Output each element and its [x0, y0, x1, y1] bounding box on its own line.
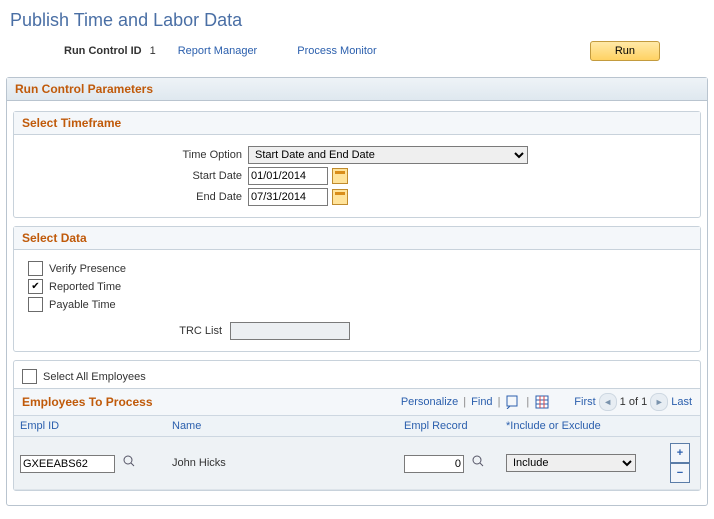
grid-next-icon[interactable]: ► — [650, 393, 668, 411]
run-button[interactable]: Run — [590, 41, 660, 61]
report-manager-link[interactable]: Report Manager — [178, 45, 258, 57]
grid-header-row: Empl ID Name Empl Record *Include or Exc… — [14, 415, 700, 437]
table-row: John Hicks Include + − — [14, 437, 700, 490]
emplrec-input[interactable] — [404, 455, 464, 473]
grid-prev-icon[interactable]: ◄ — [599, 393, 617, 411]
calendar-icon[interactable] — [332, 168, 348, 184]
process-monitor-link[interactable]: Process Monitor — [297, 45, 376, 57]
select-all-employees-checkbox[interactable] — [22, 369, 37, 384]
grid-first-link[interactable]: First — [574, 396, 595, 408]
col-emplrec[interactable]: Empl Record — [398, 416, 500, 436]
run-control-parameters-panel: Run Control Parameters Select Timeframe … — [6, 77, 708, 506]
col-include[interactable]: *Include or Exclude — [500, 416, 652, 436]
end-date-label: End Date — [22, 191, 248, 203]
payable-time-checkbox[interactable] — [28, 297, 43, 312]
find-link[interactable]: Find — [471, 396, 492, 408]
page-title: Publish Time and Labor Data — [10, 10, 710, 31]
select-timeframe-header: Select Timeframe — [14, 112, 700, 135]
run-control-id-label: Run Control ID — [64, 45, 142, 57]
trc-list-input[interactable] — [230, 322, 350, 340]
calendar-icon[interactable] — [332, 189, 348, 205]
payable-time-label: Payable Time — [49, 299, 116, 311]
grid-last-link[interactable]: Last — [671, 396, 692, 408]
run-control-id-value: 1 — [150, 45, 156, 57]
employees-section: Select All Employees Employees To Proces… — [13, 360, 701, 491]
emplid-input[interactable] — [20, 455, 115, 473]
col-emplid[interactable]: Empl ID — [14, 416, 166, 436]
reported-time-label: Reported Time — [49, 281, 121, 293]
panel-header: Run Control Parameters — [7, 78, 707, 101]
select-timeframe-section: Select Timeframe Time Option Start Date … — [13, 111, 701, 218]
add-row-button[interactable]: + — [670, 443, 690, 463]
select-data-section: Select Data Verify Presence Reported Tim… — [13, 226, 701, 352]
spreadsheet-icon[interactable] — [534, 395, 550, 409]
start-date-input[interactable] — [248, 167, 328, 185]
include-select[interactable]: Include — [506, 454, 636, 472]
start-date-label: Start Date — [22, 170, 248, 182]
row-name: John Hicks — [166, 455, 398, 471]
delete-row-button[interactable]: − — [670, 463, 690, 483]
personalize-link[interactable]: Personalize — [401, 396, 458, 408]
end-date-input[interactable] — [248, 188, 328, 206]
zoom-icon[interactable] — [505, 395, 521, 409]
reported-time-checkbox[interactable] — [28, 279, 43, 294]
select-all-employees-label: Select All Employees — [43, 371, 146, 383]
lookup-icon[interactable] — [121, 453, 137, 469]
verify-presence-label: Verify Presence — [49, 263, 126, 275]
grid-counter: 1 of 1 — [620, 396, 648, 408]
employees-to-process-title: Employees To Process — [22, 395, 153, 409]
verify-presence-checkbox[interactable] — [28, 261, 43, 276]
select-data-header: Select Data — [14, 227, 700, 250]
time-option-select[interactable]: Start Date and End Date — [248, 146, 528, 164]
lookup-icon[interactable] — [470, 453, 486, 469]
trc-list-label: TRC List — [22, 325, 230, 337]
col-name[interactable]: Name — [166, 416, 398, 436]
time-option-label: Time Option — [22, 149, 248, 161]
